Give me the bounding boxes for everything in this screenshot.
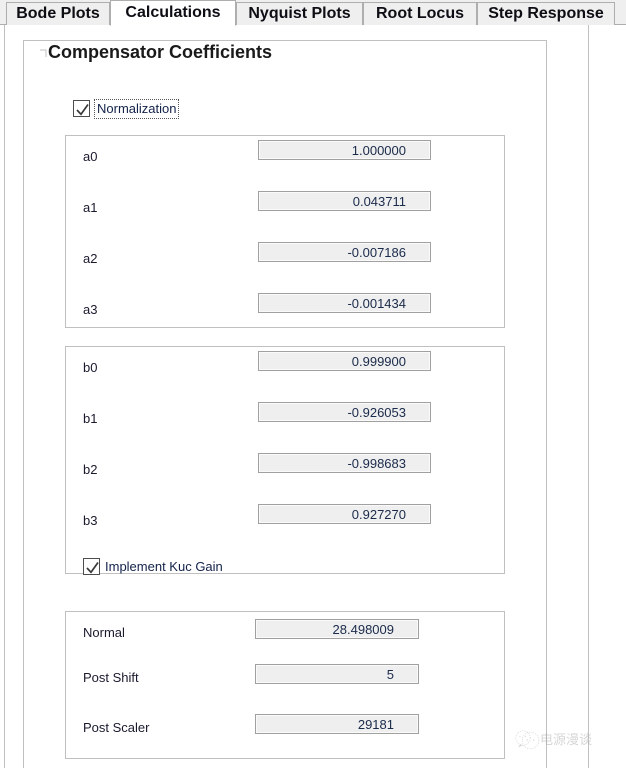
svg-text:电源漫谈: 电源漫谈 <box>540 732 592 747</box>
